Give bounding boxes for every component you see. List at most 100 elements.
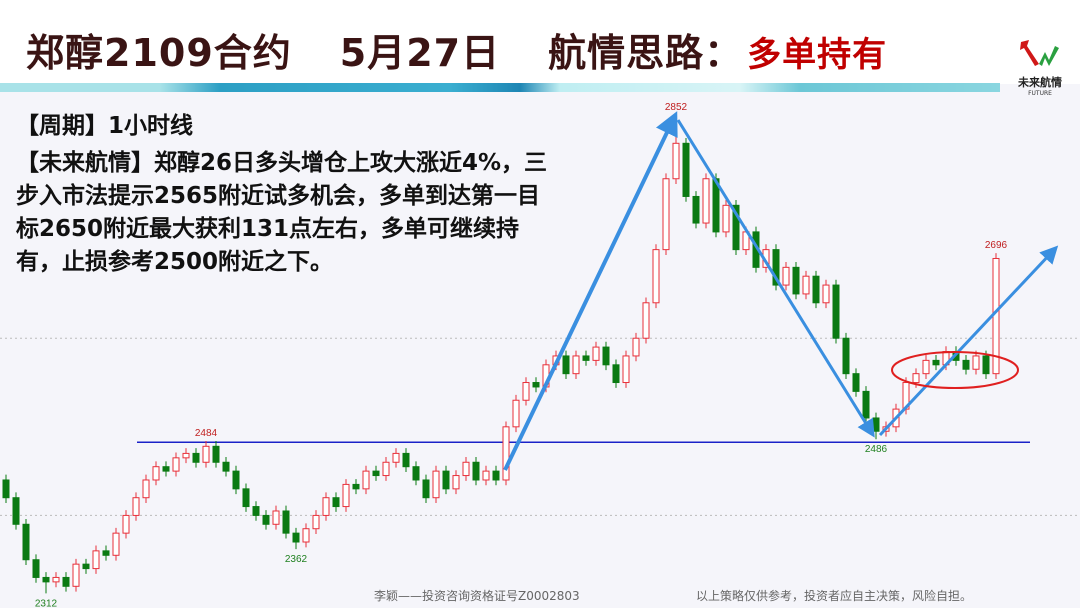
candle-body <box>112 532 120 556</box>
candle-body <box>792 266 800 295</box>
commentary-body: 【未来航情】郑醇26日多头增仓上攻大涨近4%，三步入市法提示2565附近试多机会… <box>16 150 548 275</box>
highlight-ellipse <box>891 351 1019 389</box>
candle-body <box>122 514 130 534</box>
candle-body <box>662 178 670 251</box>
header-band <box>0 83 1000 92</box>
candle-body <box>282 510 290 534</box>
extreme-label: 2312 <box>35 598 58 608</box>
candle-body <box>272 510 280 525</box>
candle-body <box>592 346 600 361</box>
candle-body <box>482 470 490 481</box>
candle-body <box>392 452 400 463</box>
candle-body <box>72 563 80 587</box>
candle-body <box>962 359 970 370</box>
logo-arrow-icon <box>1020 40 1059 66</box>
candle-body <box>572 355 580 375</box>
trend-arrow <box>676 119 875 438</box>
candlestick-chart: 2312 2484 2362 2852 2486 2696 <box>0 102 1080 608</box>
title-contract: 郑醇2109合约 <box>26 31 292 75</box>
candle-body <box>612 364 620 384</box>
candle-body <box>842 337 850 375</box>
slide-header: 郑醇2109合约 5月27日 航情思路： 多单持有 未来航情 FUTURE <box>0 0 1080 97</box>
candle-body <box>372 470 380 477</box>
author-credential: 李颖——投资咨询资格证号Z0002803 <box>374 589 580 603</box>
candle-body <box>912 373 920 384</box>
candle-body <box>722 204 730 233</box>
slide-title: 郑醇2109合约 5月27日 航情思路： 多单持有 <box>26 22 935 77</box>
candle-body <box>302 528 310 543</box>
candle-body <box>342 483 350 508</box>
candle-body <box>812 275 820 304</box>
extreme-label: 2852 <box>665 102 688 113</box>
candle-body <box>212 445 220 463</box>
candle-body <box>42 576 50 583</box>
candle-body <box>352 483 360 490</box>
title-view: 多单持有 <box>747 35 888 75</box>
candle-body <box>62 576 70 587</box>
candle-body <box>852 373 860 392</box>
candle-body <box>582 355 590 361</box>
candle-body <box>102 550 110 556</box>
candle-body <box>832 284 840 339</box>
candle-body <box>522 382 530 401</box>
candle-body <box>152 466 160 481</box>
logo-name: 未来航情 <box>1018 76 1062 89</box>
candle-body <box>782 266 790 286</box>
candle-body <box>872 417 880 432</box>
candle-body <box>972 355 980 370</box>
candle-body <box>642 302 650 339</box>
extreme-label: 2696 <box>985 240 1008 251</box>
candle-body <box>412 466 420 481</box>
candle-body <box>632 337 640 357</box>
candle-body <box>192 452 200 463</box>
candle-body <box>322 497 330 516</box>
candle-body <box>82 563 90 570</box>
candle-body <box>922 359 930 375</box>
candle-body <box>822 284 830 304</box>
candle-body <box>622 355 630 384</box>
title-label: 航情思路： <box>548 31 744 75</box>
candle-body <box>802 275 810 295</box>
candle-body <box>292 532 300 543</box>
extreme-label: 2484 <box>195 428 218 439</box>
candle-body <box>22 523 30 561</box>
disclaimer: 以上策略仅供参考，投资者应自主决策，风险自担。 <box>696 589 973 603</box>
candle-body <box>692 195 700 224</box>
candle-body <box>672 142 680 180</box>
logo-en: FUTURE <box>1028 90 1052 97</box>
candle-body <box>262 514 270 525</box>
candle-body <box>12 497 20 525</box>
candle-body <box>732 204 740 251</box>
candle-body <box>32 559 40 578</box>
candle-body <box>492 470 500 481</box>
candle-body <box>532 382 540 388</box>
candle-body <box>52 576 60 583</box>
candle-body <box>432 470 440 499</box>
candle-body <box>602 346 610 366</box>
candle-body <box>162 466 170 472</box>
candle-body <box>932 359 940 366</box>
candle-body <box>172 457 180 472</box>
candle-body <box>312 514 320 530</box>
candle-body <box>862 390 870 419</box>
candle-body <box>452 475 460 490</box>
candle-body <box>132 497 140 516</box>
candle-body <box>402 452 410 468</box>
candle-body <box>142 479 150 499</box>
period-label: 【周期】1小时线 <box>16 113 194 139</box>
logo: 未来航情 FUTURE <box>1008 38 1072 97</box>
candle-body <box>362 470 370 490</box>
extreme-label: 2362 <box>285 554 308 565</box>
candle-body <box>512 399 520 428</box>
candle-body <box>182 452 190 459</box>
candle-body <box>982 355 990 375</box>
candle-body <box>702 178 710 224</box>
candle-body <box>422 479 430 499</box>
title-date: 5月27日 <box>339 31 501 75</box>
candle-body <box>652 249 660 304</box>
commentary: 【周期】1小时线 【未来航情】郑醇26日多头增仓上攻大涨近4%，三步入市法提示2… <box>16 110 556 279</box>
trend-arrow <box>878 245 1059 437</box>
extreme-label: 2486 <box>865 444 888 455</box>
trend-arrow <box>503 111 678 471</box>
candle-body <box>252 506 260 516</box>
